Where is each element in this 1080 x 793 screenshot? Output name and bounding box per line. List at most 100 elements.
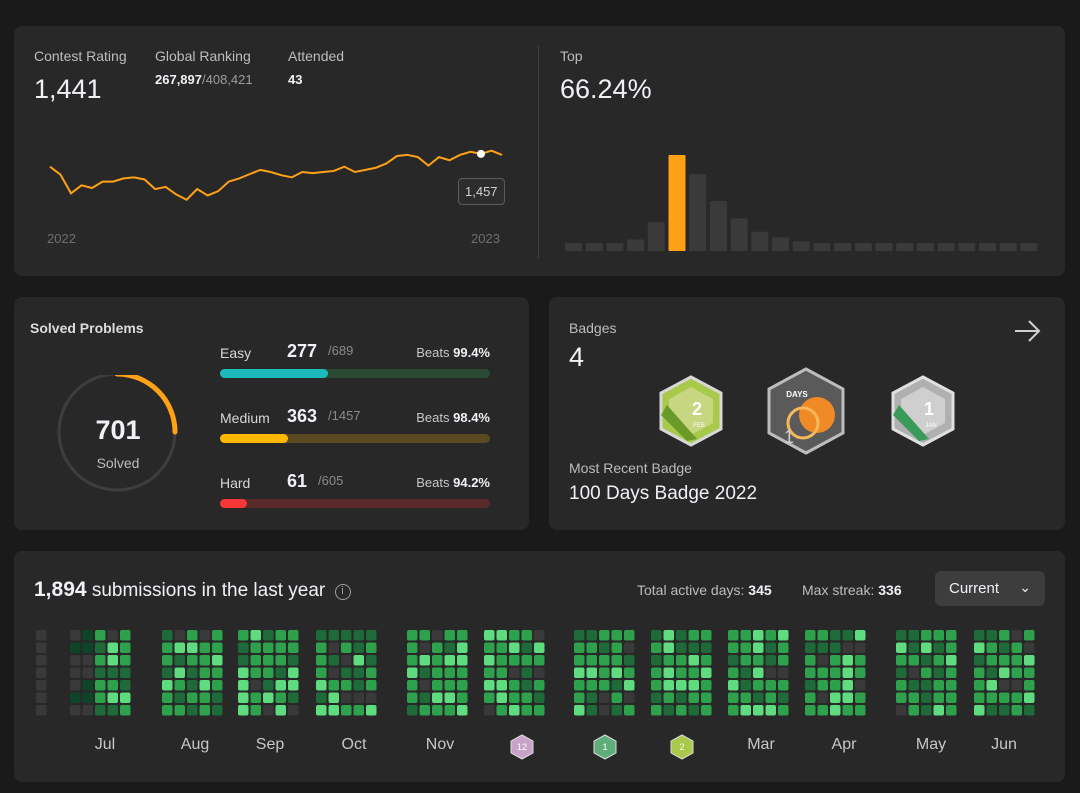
heatmap-cell[interactable] [908, 655, 920, 666]
heatmap-cell[interactable] [688, 680, 700, 691]
heatmap-cell[interactable] [95, 705, 106, 716]
heatmap-cell[interactable] [805, 667, 816, 679]
heatmap-cell[interactable] [624, 630, 635, 641]
heatmap-cell[interactable] [288, 667, 299, 679]
heatmap-cell[interactable] [187, 630, 198, 641]
heatmap-cell[interactable] [457, 705, 468, 716]
heatmap-cell[interactable] [328, 655, 340, 666]
heatmap-cell[interactable] [933, 705, 945, 716]
heatmap-cell[interactable] [842, 680, 854, 691]
solved-progress-ring[interactable] [56, 375, 182, 501]
heatmap-cell[interactable] [1011, 642, 1023, 654]
heatmap-cell[interactable] [120, 630, 131, 641]
heatmap-cell[interactable] [701, 655, 712, 666]
heatmap-cell[interactable] [830, 692, 841, 704]
heatmap-cell[interactable] [187, 642, 198, 654]
heatmap-cell[interactable] [509, 642, 520, 654]
heatmap-cell[interactable] [174, 655, 186, 666]
heatmap-cell[interactable] [586, 667, 598, 679]
heatmap-cell[interactable] [419, 692, 431, 704]
heatmap-cell[interactable] [70, 630, 81, 641]
heatmap-cell[interactable] [855, 642, 866, 654]
histogram-bar[interactable] [854, 243, 872, 251]
heatmap-cell[interactable] [740, 667, 752, 679]
histogram-bar[interactable] [999, 243, 1017, 251]
heatmap-cell[interactable] [986, 692, 998, 704]
heatmap-cell[interactable] [82, 680, 94, 691]
heatmap-cell[interactable] [728, 680, 739, 691]
heatmap-cell[interactable] [651, 667, 662, 679]
heatmap-cell[interactable] [611, 680, 623, 691]
heatmap-cell[interactable] [574, 667, 585, 679]
heatmap-cell[interactable] [444, 630, 456, 641]
heatmap-cell[interactable] [676, 642, 687, 654]
heatmap-cell[interactable] [366, 692, 377, 704]
heatmap-cell[interactable] [366, 680, 377, 691]
heatmap-cell[interactable] [586, 692, 598, 704]
heatmap-cell[interactable] [676, 705, 687, 716]
heatmap-cell[interactable] [651, 630, 662, 641]
heatmap-cell[interactable] [120, 705, 131, 716]
heatmap-cell[interactable] [120, 680, 131, 691]
heatmap-cell[interactable] [676, 667, 687, 679]
heatmap-cell[interactable] [341, 705, 352, 716]
histogram-bar[interactable] [585, 243, 603, 251]
heatmap-cell[interactable] [509, 680, 520, 691]
heatmap-cell[interactable] [896, 655, 907, 666]
heatmap-cell[interactable] [36, 705, 47, 716]
heatmap-cell[interactable] [1011, 692, 1023, 704]
heatmap-cell[interactable] [162, 667, 173, 679]
heatmap-cell[interactable] [341, 692, 352, 704]
heatmap-cell[interactable] [275, 667, 287, 679]
heatmap-cell[interactable] [353, 705, 365, 716]
histogram-bar[interactable] [709, 201, 727, 251]
heatmap-cell[interactable] [316, 667, 327, 679]
submission-heatmap[interactable] [14, 551, 1065, 782]
heatmap-cell[interactable] [586, 705, 598, 716]
heatmap-cell[interactable] [765, 655, 777, 666]
heatmap-cell[interactable] [974, 642, 985, 654]
heatmap-cell[interactable] [521, 705, 533, 716]
heatmap-cell[interactable] [933, 642, 945, 654]
heatmap-cell[interactable] [676, 655, 687, 666]
heatmap-cell[interactable] [432, 655, 443, 666]
heatmap-cell[interactable] [263, 655, 274, 666]
heatmap-cell[interactable] [663, 630, 675, 641]
heatmap-cell[interactable] [855, 692, 866, 704]
heatmap-cell[interactable] [107, 705, 119, 716]
info-icon[interactable]: i [334, 584, 351, 600]
heatmap-cell[interactable] [986, 642, 998, 654]
heatmap-cell[interactable] [896, 667, 907, 679]
heatmap-cell[interactable] [701, 692, 712, 704]
heatmap-cell[interactable] [1024, 667, 1035, 679]
heatmap-cell[interactable] [1024, 692, 1035, 704]
heatmap-cell[interactable] [263, 680, 274, 691]
heatmap-cell[interactable] [688, 692, 700, 704]
heatmap-cell[interactable] [263, 692, 274, 704]
heatmap-cell[interactable] [817, 667, 829, 679]
heatmap-cell[interactable] [250, 680, 262, 691]
heatmap-cell[interactable] [830, 705, 841, 716]
heatmap-cell[interactable] [162, 705, 173, 716]
heatmap-cell[interactable] [432, 680, 443, 691]
heatmap-cell[interactable] [728, 667, 739, 679]
year-dropdown[interactable]: Current ⌄ [935, 571, 1045, 606]
heatmap-cell[interactable] [946, 692, 957, 704]
heatmap-cell[interactable] [36, 630, 47, 641]
heatmap-cell[interactable] [574, 692, 585, 704]
heatmap-cell[interactable] [95, 667, 106, 679]
heatmap-cell[interactable] [419, 680, 431, 691]
heatmap-cell[interactable] [701, 630, 712, 641]
heatmap-cell[interactable] [974, 667, 985, 679]
heatmap-cell[interactable] [341, 655, 352, 666]
heatmap-cell[interactable] [107, 630, 119, 641]
heatmap-cell[interactable] [288, 630, 299, 641]
heatmap-cell[interactable] [740, 692, 752, 704]
heatmap-cell[interactable] [419, 705, 431, 716]
heatmap-cell[interactable] [921, 680, 932, 691]
heatmap-cell[interactable] [107, 667, 119, 679]
histogram-bar[interactable] [979, 243, 996, 251]
heatmap-cell[interactable] [933, 655, 945, 666]
heatmap-cell[interactable] [432, 705, 443, 716]
heatmap-cell[interactable] [817, 642, 829, 654]
